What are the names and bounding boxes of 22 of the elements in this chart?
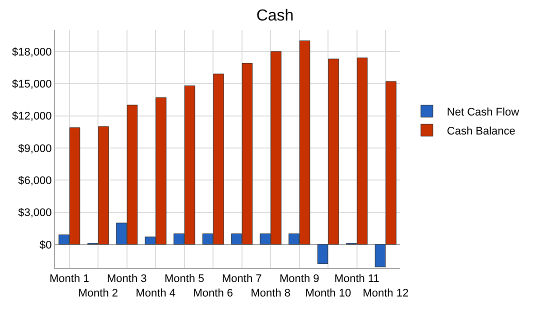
x-tick-label: Month 11 [334,273,380,286]
y-tick-label: $0 [40,239,52,252]
legend-label: Cash Balance [446,125,516,138]
y-tick-label: $12,000 [12,110,52,123]
legend-label: Net Cash Flow [446,106,520,118]
y-tick-label: $15,000 [12,78,52,90]
x-tick-label: Month 2 [78,288,118,300]
x-tick-label: Month 12 [362,288,409,300]
y-tick-label: $3,000 [18,207,52,220]
y-tick-label: $18,000 [12,46,52,58]
y-tick-label: $6,000 [18,174,52,187]
x-tick-label: Month 7 [222,273,262,286]
x-tick-label: Month 4 [136,288,176,300]
x-tick-label: Month 10 [305,288,352,300]
x-tick-label: Month 6 [193,288,234,300]
x-tick-label: Month 3 [107,273,147,286]
x-tick-label: Month 5 [164,273,204,286]
y-tick-label: $9,000 [18,142,52,155]
x-tick-label: Month 9 [280,273,320,286]
chart-title: Cash [256,8,294,25]
x-tick-label: Month 8 [250,288,291,300]
x-tick-label: Month 1 [50,273,90,286]
